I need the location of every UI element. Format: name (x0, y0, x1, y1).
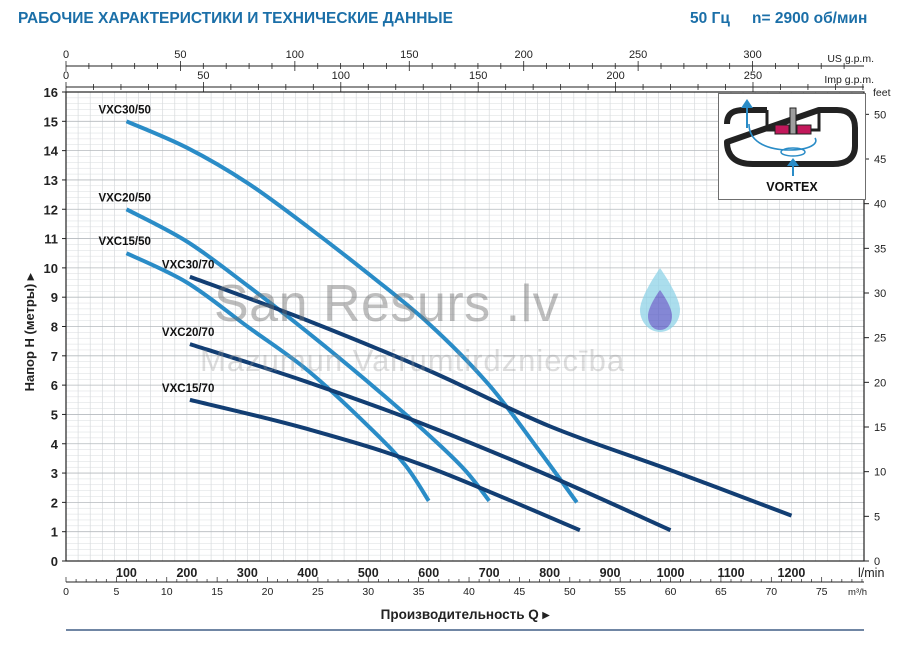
series-label: VXC20/70 (162, 327, 214, 339)
m3h-tick-label: 45 (514, 586, 526, 598)
usgpm-tick-label: 100 (286, 49, 304, 61)
m3h-tick-label: 70 (765, 586, 777, 598)
feet-unit-label: feet (873, 87, 891, 99)
m3h-tick-label: 20 (262, 586, 274, 598)
vortex-label: VORTEX (766, 180, 818, 194)
m3h-tick-label: 35 (413, 586, 425, 598)
m3h-tick-label: 60 (665, 586, 677, 598)
y-tick-label: 6 (51, 378, 58, 393)
lmin-tick-label: 800 (539, 566, 560, 580)
speed-label: n= 2900 об/мин (752, 10, 868, 27)
series-line-vxc15-70 (189, 397, 581, 533)
lmin-tick-label: 600 (418, 566, 439, 580)
y-tick-label: 13 (44, 173, 58, 188)
lmin-tick-label: 100 (116, 566, 137, 580)
m3h-tick-label: 75 (816, 586, 828, 598)
y-tick-label: 15 (44, 114, 58, 129)
lmin-tick-label: 400 (297, 566, 318, 580)
lmin-tick-label: 500 (358, 566, 379, 580)
y-tick-label: 0 (51, 554, 58, 569)
lmin-tick-label: 1000 (657, 566, 685, 580)
m3h-tick-label: 55 (614, 586, 626, 598)
lmin-tick-label: 900 (600, 566, 621, 580)
impgpm-unit-label: Imp g.p.m. (824, 74, 874, 86)
series-line-vxc30-70 (189, 274, 793, 518)
series-label: VXC15/50 (98, 236, 150, 248)
x-axis-title: Производительность Q ▸ (381, 607, 551, 622)
series-label: VXC30/70 (162, 260, 214, 272)
feet-tick-label: 40 (874, 199, 886, 211)
lmin-tick-label: 1200 (778, 566, 806, 580)
lmin-tick-label: 700 (479, 566, 500, 580)
y-tick-label: 14 (44, 144, 59, 159)
lmin-tick-label: 1100 (717, 566, 744, 580)
series-label: VXC15/70 (162, 383, 214, 395)
m3h-unit-label: m³/h (848, 587, 867, 598)
m3h-tick-label: 15 (211, 586, 223, 598)
vortex-impeller-diagram: VORTEX (718, 93, 866, 200)
y-tick-label: 2 (51, 495, 58, 510)
y-tick-label: 1 (51, 525, 58, 540)
feet-tick-label: 0 (874, 556, 880, 568)
usgpm-tick-label: 150 (400, 49, 418, 61)
series-label: VXC20/50 (98, 192, 150, 204)
y-axis-title: Напор H (метры) ▸ (22, 272, 37, 391)
feet-tick-label: 45 (874, 154, 886, 166)
usgpm-tick-label: 0 (63, 49, 69, 61)
y-tick-label: 8 (51, 320, 58, 335)
y-tick-label: 11 (44, 232, 58, 247)
feet-tick-label: 25 (874, 333, 886, 345)
y-tick-label: 4 (51, 437, 59, 452)
m3h-tick-label: 65 (715, 586, 727, 598)
impgpm-tick-label: 200 (606, 70, 624, 82)
impgpm-tick-label: 250 (744, 70, 762, 82)
vortex-diagram-icon (724, 99, 858, 176)
series-line-vxc15-50 (125, 251, 431, 502)
usgpm-tick-label: 50 (174, 49, 186, 61)
lmin-tick-label: 300 (237, 566, 258, 580)
impgpm-tick-label: 50 (197, 70, 209, 82)
feet-tick-label: 10 (874, 467, 886, 479)
water-drop-icon (640, 268, 680, 332)
feet-tick-label: 30 (874, 288, 886, 300)
y-tick-label: 16 (44, 85, 58, 100)
feet-tick-label: 50 (874, 109, 886, 121)
y-tick-label: 10 (44, 261, 58, 276)
m3h-tick-label: 40 (463, 586, 475, 598)
page-title: РАБОЧИЕ ХАРАКТЕРИСТИКИ И ТЕХНИЧЕСКИЕ ДАН… (18, 10, 453, 27)
lmin-tick-label: 200 (176, 566, 197, 580)
impgpm-tick-label: 150 (469, 70, 487, 82)
series-line-vxc20-70 (189, 342, 672, 533)
m3h-tick-label: 50 (564, 586, 576, 598)
m3h-tick-label: 0 (63, 586, 69, 598)
usgpm-tick-label: 300 (743, 49, 761, 61)
m3h-tick-label: 30 (362, 586, 374, 598)
feet-tick-label: 15 (874, 422, 886, 434)
feet-tick-label: 35 (874, 243, 886, 255)
impgpm-tick-label: 0 (63, 70, 69, 82)
m3h-tick-label: 5 (113, 586, 119, 598)
usgpm-unit-label: US g.p.m. (827, 53, 874, 65)
feet-tick-label: 5 (874, 511, 880, 523)
watermark-sub: Mazumun Vairumtirdzniecība (200, 343, 626, 378)
impgpm-tick-label: 100 (332, 70, 350, 82)
watermark-main: San Resurs .lv (214, 275, 560, 333)
series-line-vxc30-50 (125, 119, 579, 504)
y-tick-label: 7 (51, 349, 58, 364)
usgpm-tick-label: 250 (629, 49, 647, 61)
series-label: VXC30/50 (98, 104, 150, 116)
series-line-vxc20-50 (125, 207, 491, 503)
frequency-label: 50 Гц (690, 10, 730, 27)
y-tick-label: 9 (51, 290, 58, 305)
usgpm-tick-label: 200 (515, 49, 533, 61)
m3h-tick-label: 10 (161, 586, 173, 598)
y-tick-label: 12 (44, 202, 58, 217)
m3h-tick-label: 25 (312, 586, 324, 598)
y-tick-label: 5 (51, 407, 58, 422)
lmin-unit-label: l/min (858, 566, 884, 580)
feet-tick-label: 20 (874, 377, 886, 389)
y-tick-label: 3 (51, 466, 58, 481)
